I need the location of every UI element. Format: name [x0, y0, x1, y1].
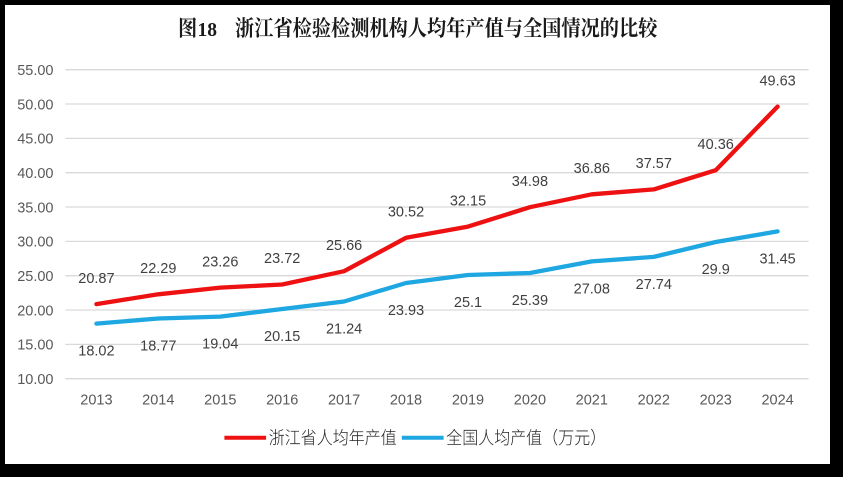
svg-text:2020: 2020 [514, 393, 546, 409]
svg-text:2023: 2023 [700, 393, 732, 409]
svg-text:35.00: 35.00 [17, 200, 53, 216]
svg-text:2017: 2017 [328, 393, 360, 409]
svg-text:25.00: 25.00 [17, 269, 53, 285]
svg-text:2019: 2019 [452, 393, 484, 409]
svg-text:30.00: 30.00 [17, 235, 53, 251]
svg-text:15.00: 15.00 [17, 338, 53, 354]
svg-text:20.00: 20.00 [17, 303, 53, 319]
svg-text:40.36: 40.36 [698, 137, 734, 153]
svg-text:2015: 2015 [204, 393, 236, 409]
svg-text:18: 18 [198, 20, 218, 41]
svg-text:23.26: 23.26 [202, 254, 238, 270]
svg-text:30.52: 30.52 [388, 205, 424, 221]
svg-text:25.39: 25.39 [512, 293, 548, 309]
svg-text:20.87: 20.87 [78, 271, 114, 287]
svg-text:31.45: 31.45 [759, 251, 795, 267]
svg-text:21.24: 21.24 [326, 321, 362, 337]
svg-text:10.00: 10.00 [17, 372, 53, 388]
svg-text:29.9: 29.9 [702, 262, 730, 278]
svg-text:20.15: 20.15 [264, 329, 300, 345]
svg-text:18.02: 18.02 [78, 344, 114, 360]
svg-text:19.04: 19.04 [202, 337, 238, 353]
svg-text:23.93: 23.93 [388, 303, 424, 319]
svg-text:25.66: 25.66 [326, 238, 362, 254]
svg-text:23.72: 23.72 [264, 251, 300, 267]
svg-text:27.74: 27.74 [636, 277, 672, 293]
svg-text:2014: 2014 [142, 393, 174, 409]
svg-text:32.15: 32.15 [450, 193, 486, 209]
svg-text:40.00: 40.00 [17, 166, 53, 182]
svg-text:2013: 2013 [80, 393, 112, 409]
svg-text:22.29: 22.29 [140, 261, 176, 277]
svg-text:25.1: 25.1 [454, 295, 482, 311]
svg-text:2018: 2018 [390, 393, 422, 409]
svg-text:2016: 2016 [266, 393, 298, 409]
svg-text:2021: 2021 [576, 393, 608, 409]
svg-text:27.08: 27.08 [574, 281, 610, 297]
svg-text:55.00: 55.00 [17, 63, 53, 79]
svg-text:36.86: 36.86 [574, 161, 610, 177]
svg-text:45.00: 45.00 [17, 132, 53, 148]
svg-text:37.57: 37.57 [636, 156, 672, 172]
svg-text:50.00: 50.00 [17, 97, 53, 113]
svg-text:34.98: 34.98 [512, 174, 548, 190]
svg-text:2024: 2024 [761, 393, 793, 409]
svg-text:18.77: 18.77 [140, 338, 176, 354]
svg-text:49.63: 49.63 [759, 73, 795, 89]
svg-text:2022: 2022 [638, 393, 670, 409]
